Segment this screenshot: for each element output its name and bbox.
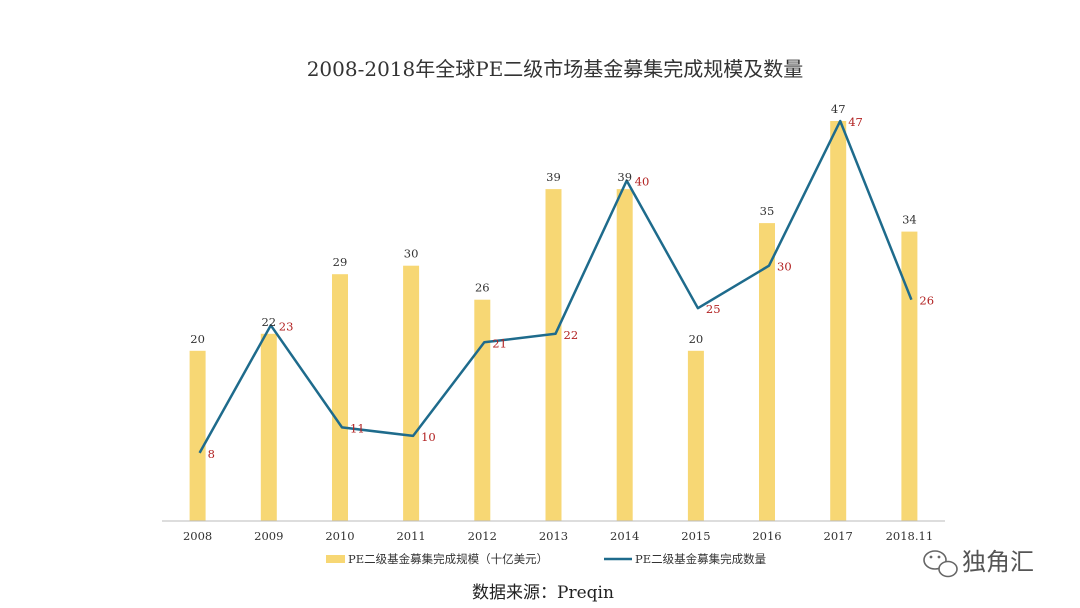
source-note: 数据来源：Preqin — [472, 583, 614, 603]
x-tick-label: 2015 — [681, 529, 710, 543]
bar-value-label: 29 — [333, 255, 348, 269]
legend-bar-label: PE二级基金募集完成规模（十亿美元） — [348, 552, 548, 566]
x-tick-label: 2012 — [468, 529, 497, 543]
bar-value-label: 39 — [617, 170, 632, 184]
line-value-label: 8 — [208, 447, 215, 461]
bar-value-label: 47 — [831, 102, 846, 116]
line-value-label: 11 — [350, 421, 365, 435]
line-value-label: 26 — [919, 294, 934, 308]
x-tick-label: 2017 — [824, 529, 853, 543]
line-layer — [198, 119, 913, 454]
bar-value-label: 39 — [546, 170, 561, 184]
line-value-label: 30 — [777, 260, 792, 274]
bar — [901, 231, 918, 521]
line-value-label: 23 — [279, 319, 294, 333]
x-tick-label: 2016 — [752, 529, 781, 543]
line-value-label: 21 — [492, 336, 507, 350]
bar-value-label: 30 — [404, 247, 419, 261]
bar — [189, 350, 206, 521]
line-value-label: 40 — [635, 175, 650, 189]
line-value-label: 10 — [421, 430, 436, 444]
labels-layer: 20 22 29 30 26 39 39 20 35 47 34 8 23 11 10 21 22 40 25 30 4… — [190, 102, 934, 461]
x-tick-label: 2010 — [325, 529, 354, 543]
line-value-label: 22 — [564, 328, 579, 342]
bar-value-label: 34 — [902, 213, 917, 227]
bar — [332, 274, 348, 521]
bar — [260, 333, 277, 521]
bar — [759, 223, 775, 521]
wechat-icon — [923, 550, 958, 578]
bar — [545, 189, 562, 521]
line-value-label: 25 — [706, 302, 721, 316]
x-tick-label: 2011 — [396, 529, 425, 543]
bar-value-label: 26 — [475, 281, 490, 295]
x-tick-label: 2018.11 — [886, 529, 934, 543]
bar-value-label: 20 — [689, 332, 704, 346]
x-tick-labels: 2008 2009 2010 2011 2012 2013 2014 2015 2016 2017… — [183, 529, 933, 543]
x-tick-label: 2009 — [254, 529, 283, 543]
bar-value-label: 22 — [261, 315, 276, 329]
bar — [830, 121, 847, 521]
legend: PE二级基金募集完成规模（十亿美元） PE二级基金募集完成数量 — [326, 552, 766, 566]
bar — [474, 299, 491, 521]
watermark: 独角汇 — [923, 548, 1034, 578]
bar — [403, 265, 420, 521]
x-tick-label: 2013 — [539, 529, 568, 543]
chart-title: 2008-2018年全球PE二级市场基金募集完成规模及数量 — [307, 57, 804, 81]
bars-layer — [189, 121, 918, 521]
line-value-label: 47 — [848, 115, 863, 129]
legend-bar-swatch — [326, 555, 345, 563]
bar-value-label: 20 — [190, 332, 205, 346]
watermark-text: 独角汇 — [962, 548, 1034, 576]
bar — [616, 189, 633, 521]
x-tick-label: 2008 — [183, 529, 212, 543]
legend-line-label: PE二级基金募集完成数量 — [635, 552, 766, 566]
bar-value-label: 35 — [760, 204, 775, 218]
bar — [687, 350, 704, 521]
x-tick-label: 2014 — [610, 529, 639, 543]
